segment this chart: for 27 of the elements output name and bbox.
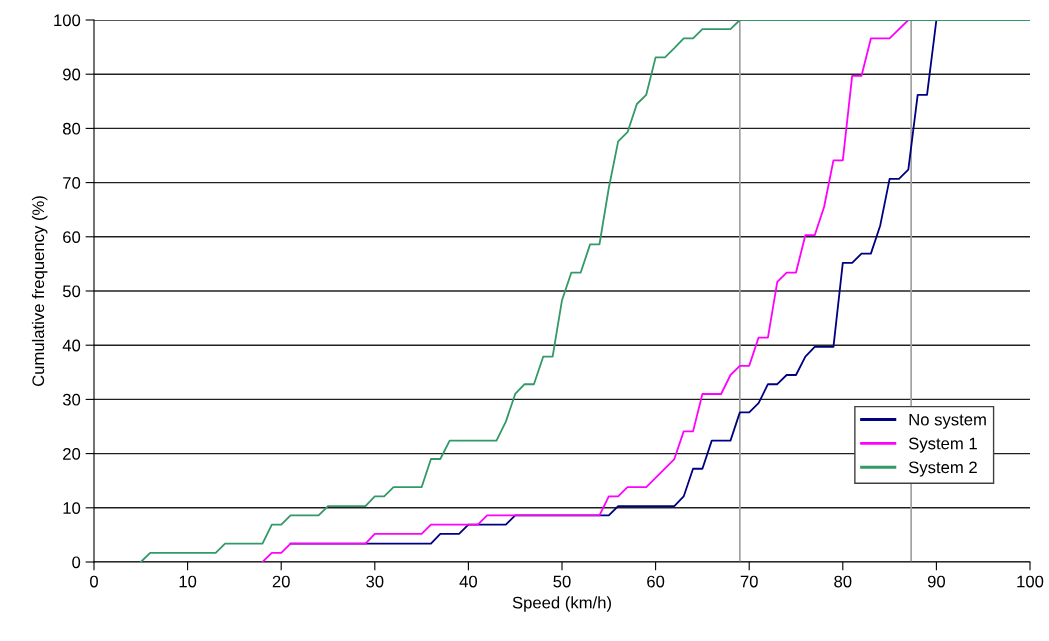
x-tick-label: 50 — [553, 575, 571, 588]
y-tick-label: 60 — [63, 231, 81, 243]
x-tick-label: 80 — [834, 575, 852, 588]
y-tick-label: 20 — [63, 448, 81, 460]
x-tick-label: 60 — [647, 575, 665, 588]
y-tick-label: 90 — [63, 68, 81, 81]
y-tick-label: 100 — [54, 14, 81, 27]
y-tick-label: 50 — [62, 285, 81, 298]
legend-label: No system — [909, 413, 986, 429]
y-tick-label: 70 — [63, 177, 81, 189]
y-tick-label: 30 — [62, 393, 81, 406]
x-tick-label: 30 — [366, 575, 384, 588]
x-axis-title: Speed (km/h) — [512, 596, 611, 612]
x-tick-label: 90 — [927, 575, 946, 588]
y-tick-label: 80 — [62, 122, 81, 135]
x-tick-label: 40 — [459, 575, 478, 588]
legend-label: System 2 — [908, 461, 977, 477]
legend-label: System 1 — [908, 437, 977, 453]
y-tick-label: 10 — [63, 502, 81, 514]
x-tick-label: 0 — [90, 575, 98, 588]
x-tick-label: 70 — [740, 575, 758, 588]
x-tick-label: 100 — [1017, 575, 1044, 588]
x-tick-label: 20 — [272, 575, 290, 588]
y-tick-label: 0 — [72, 556, 81, 569]
x-tick-label: 10 — [179, 575, 197, 588]
y-tick-label: 40 — [62, 339, 81, 352]
y-axis-title: Cumulative frequency (%) — [31, 196, 48, 387]
